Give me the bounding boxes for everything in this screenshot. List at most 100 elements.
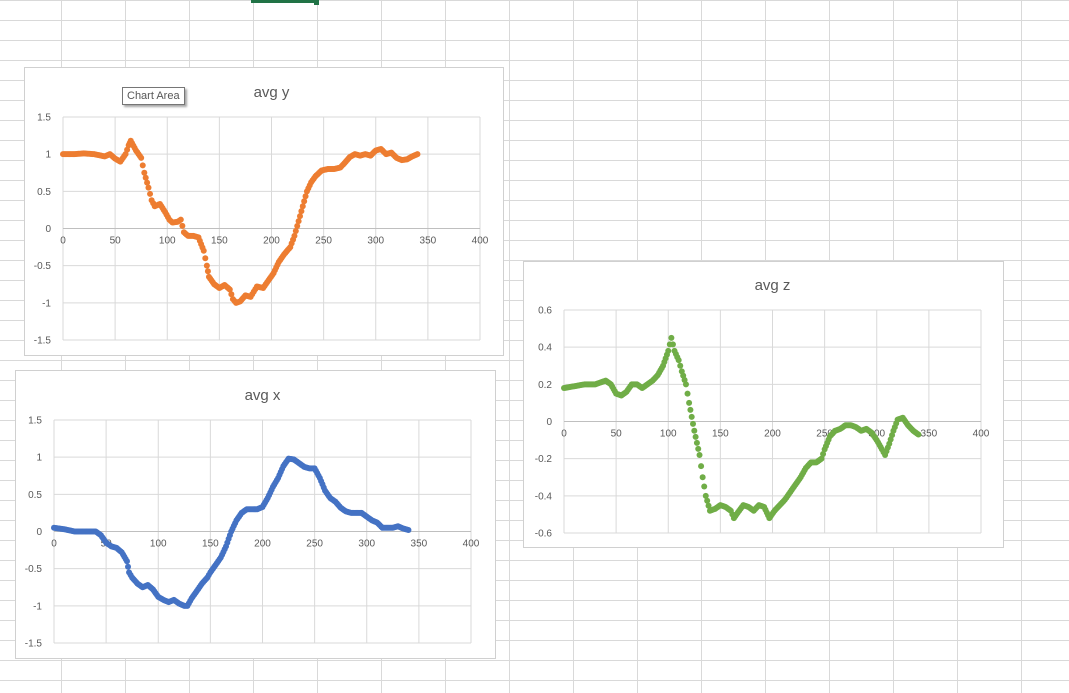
x-tick-label: 400: [463, 539, 480, 550]
data-point: [818, 455, 825, 462]
x-tick-label: 0: [561, 429, 567, 440]
x-tick-label: 200: [254, 539, 271, 550]
data-point: [668, 334, 675, 341]
x-tick-label: 300: [358, 539, 375, 550]
data-point: [228, 291, 235, 298]
x-tick-label: 250: [306, 539, 323, 550]
data-point: [291, 232, 298, 239]
chart-title: avg y: [254, 84, 290, 101]
fill-handle[interactable]: [314, 0, 319, 5]
x-tick-label: 100: [159, 236, 176, 247]
chart-area-tooltip: Chart Area: [122, 87, 185, 105]
data-point: [301, 198, 308, 205]
data-point: [296, 213, 303, 220]
data-point: [665, 347, 672, 354]
x-tick-label: 350: [411, 539, 428, 550]
x-tick-label: 200: [764, 429, 781, 440]
data-point: [141, 169, 148, 176]
data-point: [701, 483, 708, 490]
y-tick-label: 0.5: [28, 490, 42, 501]
data-point: [669, 341, 676, 348]
data-point: [299, 203, 306, 210]
data-point: [675, 357, 682, 364]
data-point: [295, 218, 302, 225]
data-point: [123, 558, 130, 565]
chart-title: avg z: [755, 277, 791, 294]
x-tick-label: 250: [816, 429, 833, 440]
y-tick-label: -0.2: [535, 454, 553, 465]
y-tick-label: 0: [546, 417, 552, 428]
y-tick-label: -1.5: [25, 639, 43, 650]
data-point: [820, 451, 827, 458]
x-tick-label: 100: [660, 429, 677, 440]
chart-avg-z[interactable]: avg z -0.6 -0.4 -0.2 0 0.2 0.4 0.6 0 50 100 150 200 2…: [523, 261, 1004, 548]
chart-avg-y-svg: avg y -1.5 -1 -0.5 0 0.5 1 1.5 0 50 100 150 200 250 30…: [34, 84, 489, 347]
x-tick-label: 250: [315, 236, 332, 247]
chart-avg-y[interactable]: avg y -1.5 -1 -0.5 0 0.5 1 1.5 0 50 100 150 200 250 30…: [24, 67, 504, 356]
x-tick-label: 150: [712, 429, 729, 440]
data-point: [200, 247, 207, 254]
data-point: [686, 399, 693, 406]
data-point: [702, 492, 709, 499]
y-tick-label: 1: [45, 150, 51, 161]
data-point: [692, 433, 699, 440]
x-tick-label: 300: [367, 236, 384, 247]
data-point: [915, 431, 922, 438]
y-tick-label: -1: [33, 601, 42, 612]
data-point: [677, 362, 684, 369]
x-tick-label: 150: [202, 539, 219, 550]
data-point: [145, 184, 152, 191]
data-point: [705, 502, 712, 509]
chart-avg-z-svg: avg z -0.6 -0.4 -0.2 0 0.2 0.4 0.6 0 50 100 150 200 2…: [535, 277, 990, 540]
data-point: [684, 390, 691, 397]
x-tick-label: 150: [211, 236, 228, 247]
data-point: [147, 190, 154, 197]
data-point: [302, 193, 309, 200]
data-point: [226, 286, 233, 293]
data-point: [292, 227, 299, 234]
y-tick-label: -0.6: [535, 529, 553, 540]
data-point: [203, 262, 210, 269]
data-point: [179, 222, 186, 229]
data-point: [691, 427, 698, 434]
x-tick-label: 300: [868, 429, 885, 440]
y-tick-label: 1.5: [28, 416, 42, 427]
data-point: [704, 497, 711, 504]
y-tick-label: 1.5: [37, 113, 51, 124]
data-point: [688, 413, 695, 420]
x-tick-label: 350: [921, 429, 938, 440]
data-point: [294, 223, 301, 230]
data-point: [138, 154, 145, 161]
x-tick-label: 400: [472, 236, 489, 247]
y-tick-label: 0.6: [538, 306, 552, 317]
data-point: [696, 451, 703, 458]
data-point: [682, 381, 689, 388]
data-point: [698, 463, 705, 470]
x-tick-label: 0: [51, 539, 57, 550]
y-tick-label: -0.5: [25, 564, 43, 575]
y-tick-label: 0.2: [538, 380, 552, 391]
data-point: [405, 527, 412, 534]
y-tick-label: 0.5: [37, 187, 51, 198]
data-point: [693, 439, 700, 446]
data-point: [144, 179, 151, 186]
data-point: [177, 216, 184, 223]
data-point: [139, 162, 146, 169]
x-tick-label: 400: [973, 429, 990, 440]
data-point: [204, 268, 211, 275]
selected-cell-border: [251, 0, 316, 3]
data-point: [142, 174, 149, 181]
y-tick-label: 1: [36, 453, 42, 464]
data-point: [687, 406, 694, 413]
data-point: [695, 445, 702, 452]
y-tick-label: -1: [42, 298, 51, 309]
x-tick-label: 0: [60, 236, 66, 247]
x-tick-label: 350: [420, 236, 437, 247]
data-point: [414, 151, 421, 158]
x-tick-label: 50: [110, 236, 122, 247]
chart-avg-x[interactable]: avg x-1.5-1-0.500.511.505010015020025030…: [15, 370, 496, 659]
y-tick-label: 0: [45, 224, 51, 235]
data-point: [202, 255, 209, 262]
x-tick-label: 200: [263, 236, 280, 247]
x-tick-label: 50: [611, 429, 623, 440]
